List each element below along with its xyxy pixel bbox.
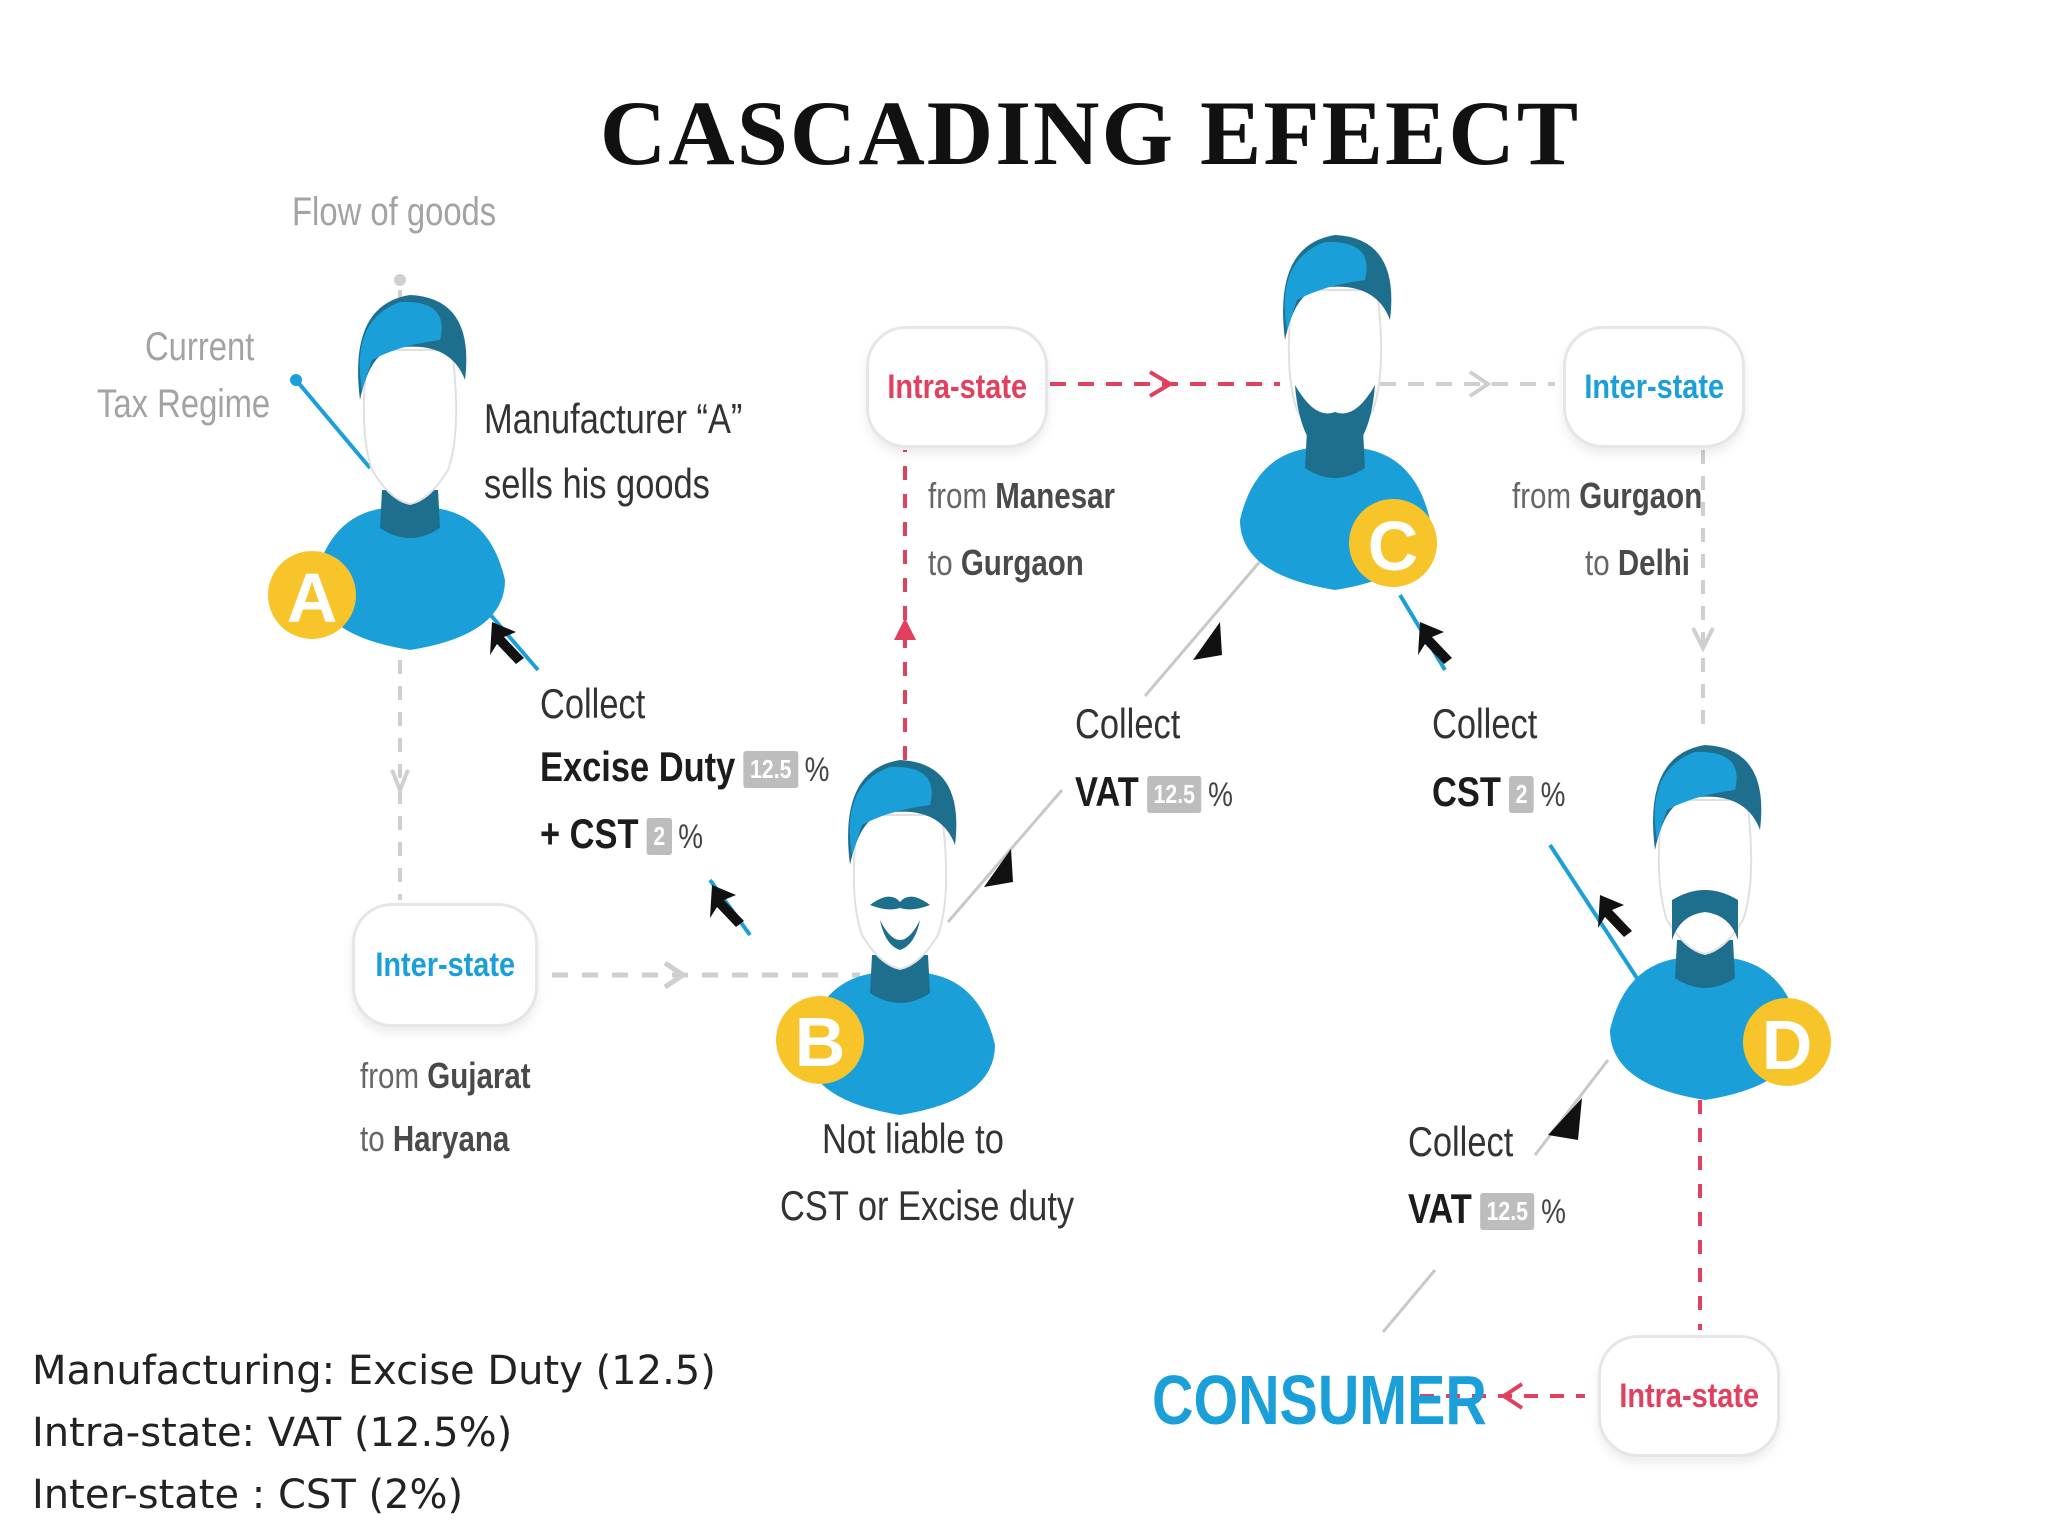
tax-name: + CST: [540, 810, 639, 857]
badge-d-label: D: [1762, 1006, 1813, 1084]
tax-name: VAT: [1075, 768, 1139, 815]
node-inter-state-left: Inter-state: [352, 903, 538, 1027]
route-word: from: [928, 475, 988, 516]
route-word: to: [360, 1118, 385, 1159]
collect-d-vat: VAT 12.5%: [1408, 1185, 1566, 1233]
badge-a: A: [268, 551, 356, 639]
route-word: from: [360, 1055, 420, 1096]
percent-sign: %: [1541, 1193, 1566, 1231]
arrow-cursors: [490, 622, 1632, 1140]
route-manesar-from: from Manesar: [928, 475, 1115, 517]
node-inter-state-top: Inter-state: [1563, 326, 1745, 448]
collect-a-cst: + CST 2%: [540, 810, 703, 858]
badge-c: C: [1349, 499, 1437, 587]
route-place: Delhi: [1617, 542, 1691, 583]
tax-rate-badge: 12.5: [743, 751, 799, 789]
collect-c-cst: CST 2%: [1432, 768, 1565, 816]
route-gujarat-from: from Gujarat: [360, 1055, 531, 1097]
page-title: CASCADING EFEECT: [599, 82, 1581, 184]
tax-name: VAT: [1408, 1185, 1472, 1232]
cursor-arrow-icon: [710, 885, 744, 927]
badge-a-label: A: [287, 559, 338, 637]
consumer-label: CONSUMER: [1152, 1361, 1487, 1439]
tax-rate-badge: 2: [646, 818, 672, 856]
regime-label-line1: Current: [145, 325, 255, 369]
pointer-d-vat: [1533, 1059, 1610, 1156]
pointer-c-vat: [1143, 551, 1270, 697]
not-liable-line2: CST or Excise duty: [780, 1182, 1075, 1229]
manufacturer-line1: Manufacturer “A”: [484, 395, 743, 442]
route-place: Haryana: [392, 1118, 510, 1159]
collect-c-vat: VAT 12.5%: [1075, 768, 1233, 816]
flow-line-c-to-inter: [1380, 370, 1555, 398]
route-delhi-to: to Delhi: [1585, 542, 1690, 584]
node-intra-state-top: Intra-state: [866, 326, 1048, 448]
collect-a-excise: Excise Duty 12.5%: [540, 743, 829, 791]
tax-name: CST: [1432, 768, 1501, 815]
route-word: to: [1585, 542, 1610, 583]
cursor-arrow-icon: [1193, 622, 1222, 660]
flow-line-intra-to-c: [1050, 370, 1280, 398]
flow-line-inter-to-b: [552, 960, 860, 990]
person-d: [1609, 744, 1801, 1101]
cursor-arrow-icon: [984, 849, 1013, 887]
pointer-b-vat: [946, 789, 1064, 923]
badge-b-label: B: [795, 1003, 846, 1081]
route-haryana-to: to Haryana: [360, 1118, 509, 1160]
badge-d: D: [1743, 998, 1831, 1086]
route-place: Gurgaon: [1579, 475, 1703, 516]
legend-inter-state: Inter-state : CST (2%): [32, 1472, 464, 1518]
node-intra-state-bottom: Intra-state: [1598, 1335, 1780, 1457]
legend-intra-state: Intra-state: VAT (12.5%): [32, 1410, 513, 1456]
percent-sign: %: [804, 751, 830, 789]
cursor-arrow-icon: [1548, 1098, 1582, 1140]
regime-label-line2: Tax Regime: [97, 382, 271, 426]
person-b: [804, 759, 996, 1116]
percent-sign: %: [678, 818, 704, 856]
cursor-arrow-icon: [490, 622, 524, 664]
route-word: to: [928, 542, 953, 583]
node-label: Inter-state: [375, 945, 515, 984]
collect-c-cst-label: Collect: [1432, 700, 1538, 747]
badge-b: B: [776, 996, 864, 1084]
collect-d-vat-label: Collect: [1408, 1118, 1514, 1165]
tax-rate-badge: 12.5: [1479, 1193, 1535, 1231]
route-place: Manesar: [995, 475, 1116, 516]
node-label: Intra-state: [887, 367, 1027, 406]
flow-line-b-up: [894, 450, 916, 760]
node-label: Intra-state: [1619, 1376, 1759, 1415]
route-place: Gurgaon: [960, 542, 1084, 583]
badge-c-label: C: [1368, 507, 1419, 585]
cursor-arrow-icon: [1418, 622, 1452, 664]
node-label: Inter-state: [1584, 367, 1724, 406]
flow-of-goods-label: Flow of goods: [292, 190, 497, 234]
manufacturer-line2: sells his goods: [484, 460, 710, 507]
route-word: from: [1512, 475, 1572, 516]
tax-name: Excise Duty: [540, 743, 736, 790]
not-liable-line1: Not liable to: [822, 1115, 1004, 1162]
legend-manufacturing: Manufacturing: Excise Duty (12.5): [32, 1348, 716, 1394]
percent-sign: %: [1540, 776, 1566, 814]
percent-sign: %: [1208, 776, 1233, 814]
cursor-arrow-icon: [1598, 895, 1632, 937]
route-place: Gujarat: [427, 1055, 531, 1096]
route-gurgaon-from: from Gurgaon: [1512, 475, 1702, 517]
flow-line-inter-down: [1691, 450, 1715, 730]
collect-a-label: Collect: [540, 680, 646, 727]
person-c: [1239, 234, 1431, 591]
route-manesar-to: to Gurgaon: [928, 542, 1084, 584]
tax-rate-badge: 2: [1509, 776, 1535, 814]
collect-c-vat-label: Collect: [1075, 700, 1181, 747]
tax-rate-badge: 12.5: [1146, 776, 1202, 814]
flow-line-to-consumer: [1420, 1382, 1585, 1410]
pointer-consumer: [1381, 1269, 1437, 1333]
regime-pointer: [290, 374, 372, 470]
